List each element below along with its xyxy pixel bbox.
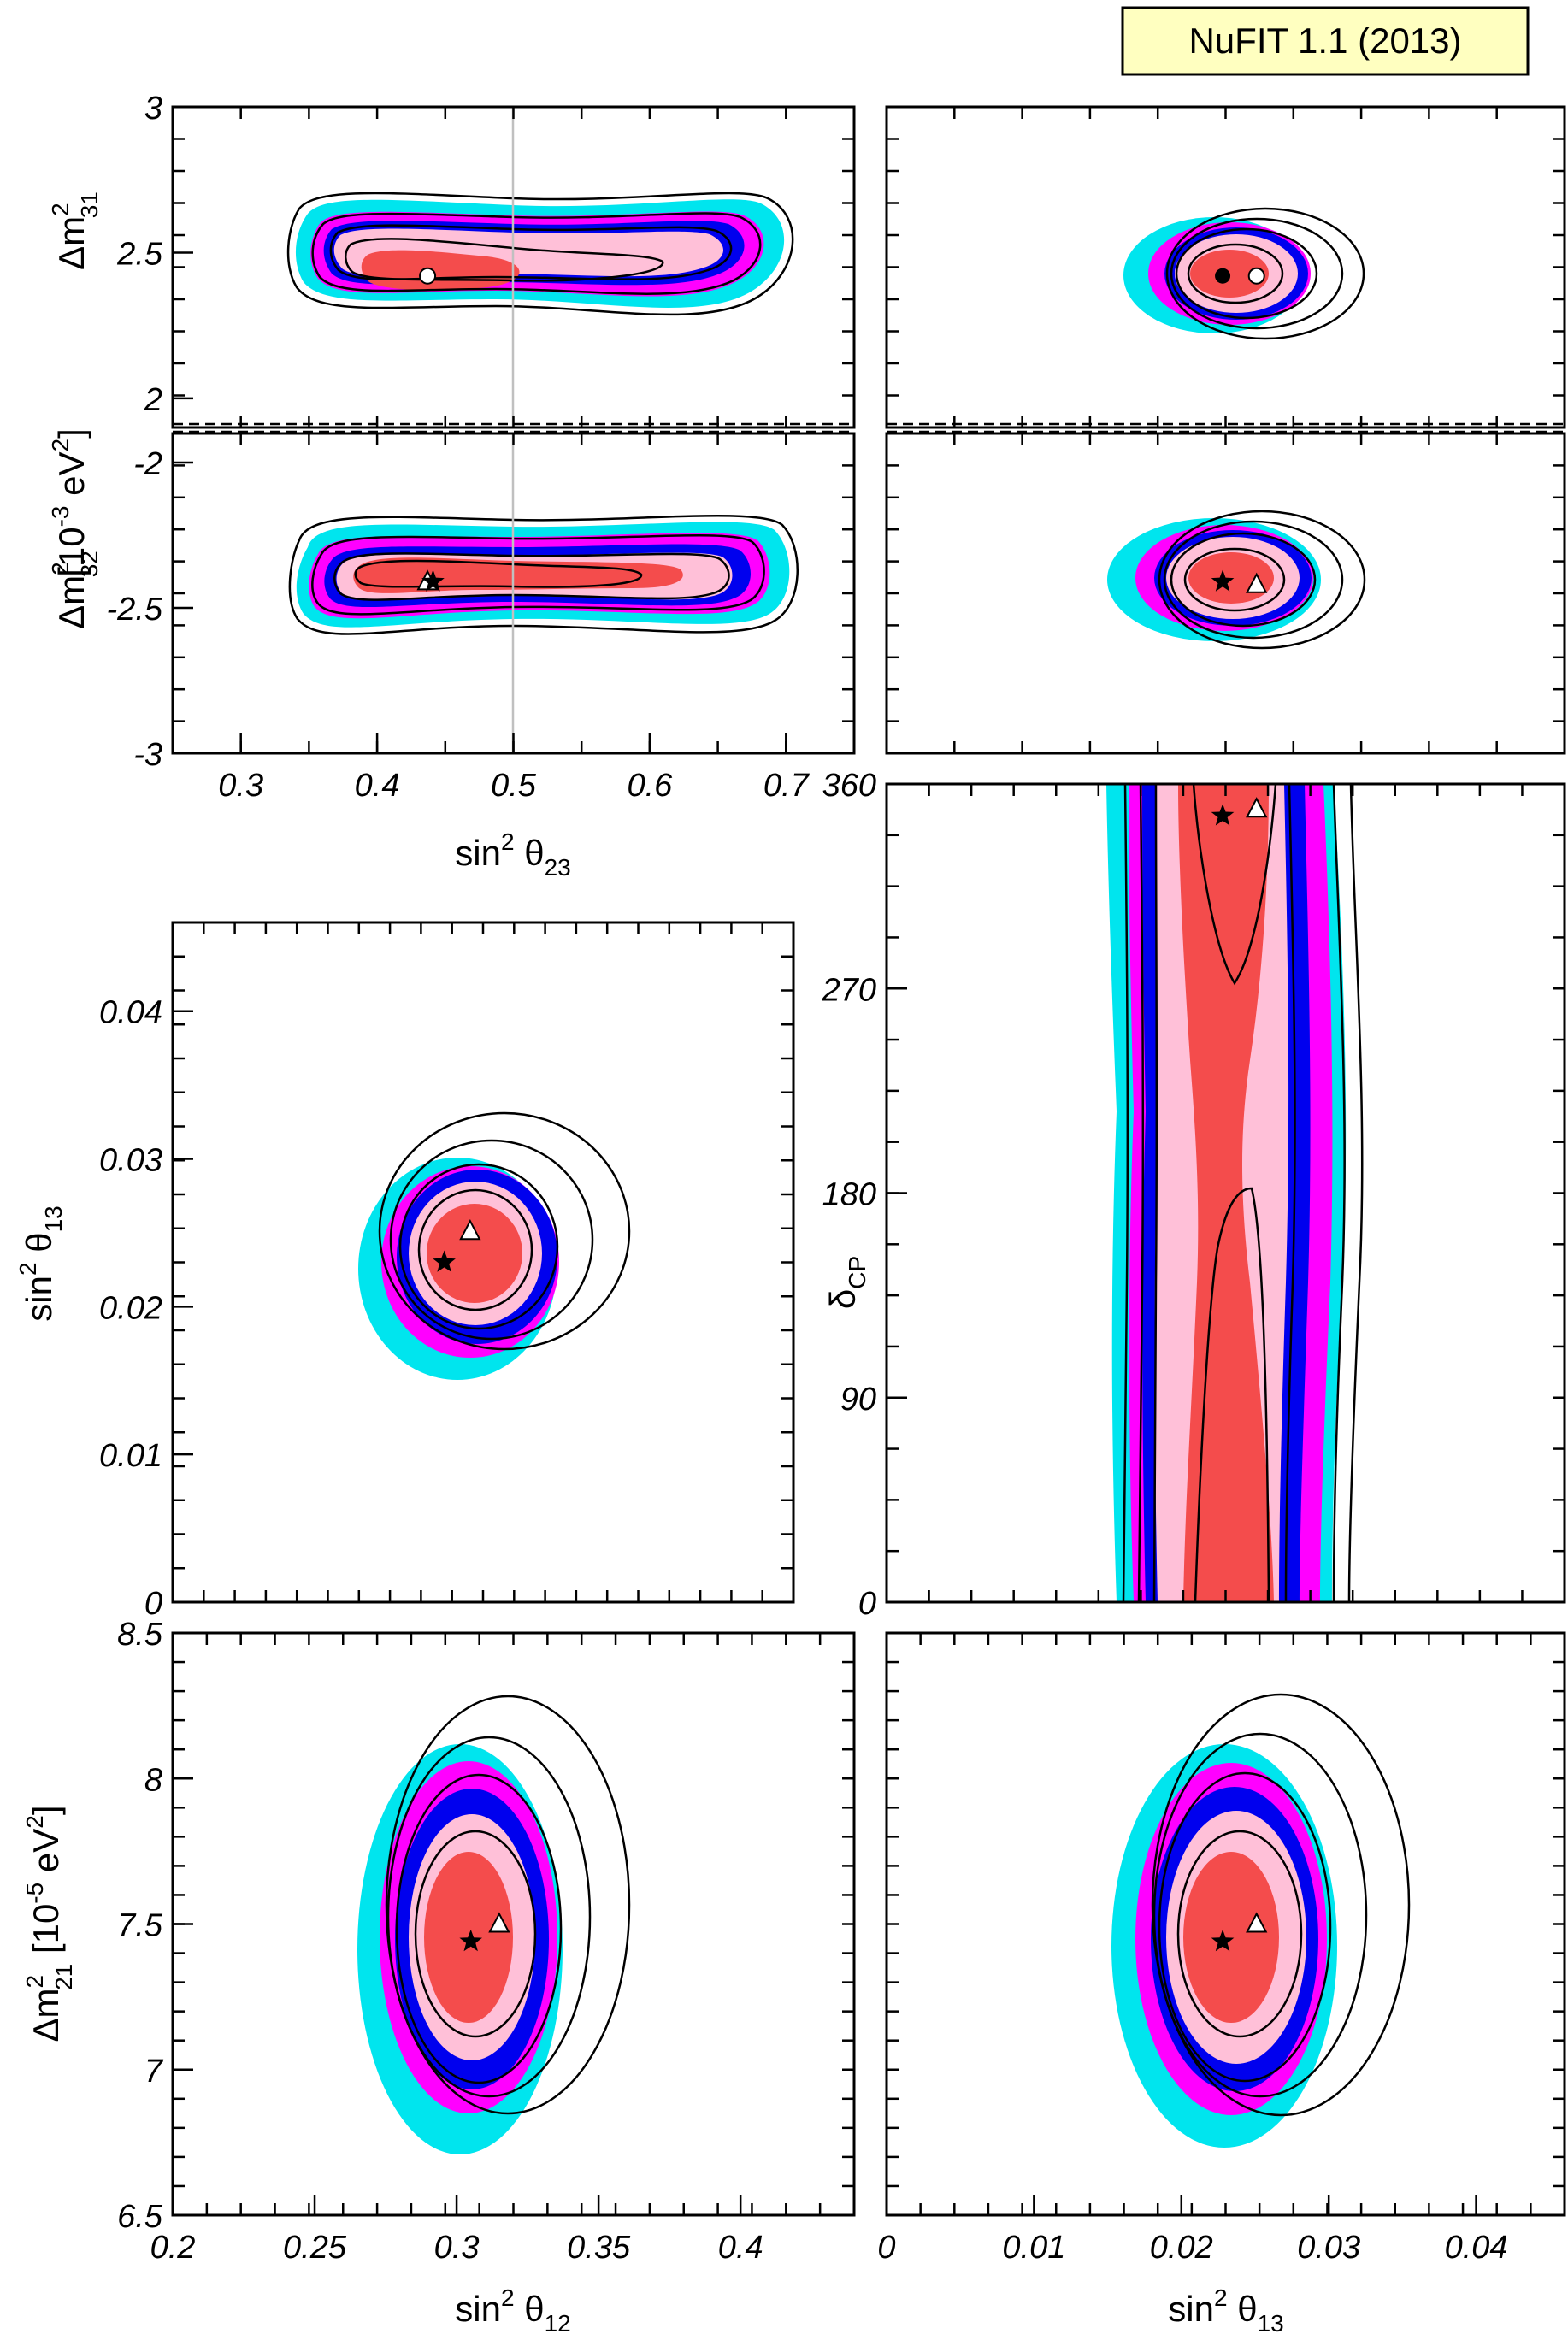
contour-lines (1158, 510, 1366, 650)
axis-labels: Δm2 31 [10-3 eV2] Δm2 32 sin2 θ23 sin2 θ13… (15, 192, 1284, 2337)
x-tick-label: 0.5 (491, 768, 537, 804)
version-badge: NuFIT 1.1 (2013) (1121, 6, 1530, 76)
y-tick-label: 6.5 (117, 2199, 163, 2235)
x-tick-label: 0.04 (1445, 2230, 1508, 2266)
y-tick-label: 90 (840, 1382, 876, 1418)
y-tick-label: 0 (144, 1586, 162, 1622)
contour-lines (378, 1111, 631, 1351)
best-fit-star (433, 1250, 456, 1272)
y-tick-label: 8 (144, 1762, 162, 1798)
x-tick-label: 0.3 (434, 2230, 480, 2266)
contour-regions (288, 514, 799, 635)
contour-regions (1111, 1693, 1411, 2148)
contour-regions (358, 1111, 631, 1380)
x-tick-label: 0.35 (567, 2230, 631, 2266)
contour-regions (1106, 784, 1364, 1602)
x-tick-label: 0 (877, 2230, 895, 2266)
x-tick-label: 0.4 (718, 2230, 763, 2266)
contour-lines (385, 1695, 631, 2115)
y-tick-label: 8.5 (117, 1617, 163, 1653)
y-tick-label: 0.01 (99, 1438, 162, 1474)
panel-dcp-vs-s13: 0 90 180 270 360 (822, 768, 1566, 1622)
x-tick-label: 0.6 (627, 768, 673, 804)
y-axis-label-dm21: Δm2 21 [10-5 eV2] (21, 1805, 77, 2042)
panel-dm31-vs-s23: 22.53 (116, 91, 856, 429)
contour-lines (1165, 207, 1365, 340)
x-tick-label: 0.02 (1150, 2230, 1213, 2266)
x-axis-label-s12: sin2 θ12 (455, 2284, 570, 2337)
y-tick-label: 0 (858, 1586, 876, 1622)
y-tick-label: 0.04 (99, 995, 162, 1031)
y-tick-label: -3 (133, 737, 162, 773)
panel-dm32-vs-s23: 0.3 0.4 0.5 0.6 0.7 -3 -2.5 -2 (107, 432, 856, 804)
y-tick-label: -2 (133, 446, 162, 482)
best-fit-triangle (1246, 797, 1268, 818)
contour-regions (1107, 510, 1366, 650)
x-tick-label: 0.2 (150, 2230, 196, 2266)
best-fit-open-circle (1247, 267, 1265, 285)
best-fit-star (1211, 1929, 1235, 1952)
panel-dm21-vs-s12: 0.2 0.25 0.3 0.35 0.4 6.5 7 7.5 8 8.5 (117, 1617, 856, 2266)
y-tick-label: 0.02 (99, 1290, 162, 1326)
best-fit-triangle (459, 1219, 481, 1241)
x-tick-label: 0.4 (355, 768, 400, 804)
best-fit-filled-circle (1215, 268, 1231, 284)
best-fit-star (459, 1929, 482, 1952)
contour-lines (1151, 1693, 1411, 2117)
badge-text: NuFIT 1.1 (2013) (1188, 21, 1461, 61)
y-tick-label: 180 (822, 1177, 876, 1213)
y-tick-label: 270 (822, 972, 876, 1008)
y-axis-label-dcp: δCP (822, 1256, 870, 1309)
y-tick-label: 0.03 (99, 1143, 162, 1179)
y-axis-label-dm32: Δm2 32 (47, 551, 103, 629)
panel-dm31-vs-s13 (885, 105, 1566, 429)
y-tick-label: 360 (822, 768, 876, 804)
x-tick-label: 0.3 (218, 768, 263, 804)
x-tick-label: 0.7 (763, 768, 811, 804)
x-tick-label: 0.03 (1297, 2230, 1360, 2266)
y-tick-label: 2.5 (116, 236, 163, 272)
x-axis-label-s23: sin2 θ23 (455, 828, 570, 881)
region-red (1183, 1852, 1279, 2023)
x-axis-label-s13: sin2 θ13 (1168, 2284, 1283, 2337)
contour-regions (286, 192, 794, 316)
contour-lines (288, 514, 799, 635)
contour-lines (1122, 784, 1364, 1602)
best-fit-triangle (1246, 1912, 1268, 1933)
y-tick-label: 7 (144, 2054, 164, 2089)
y-tick-label: 2 (144, 382, 162, 418)
contour-regions (1123, 207, 1365, 340)
panel-s13-vs-s12: 0 0.01 0.02 0.03 0.04 (99, 921, 795, 1622)
best-fit-star (421, 569, 445, 592)
y-axis-label-dm3-unit: [10-3 eV2] (47, 428, 91, 577)
best-fit-star (1211, 804, 1235, 826)
best-fit-star (1211, 569, 1235, 592)
y-tick-label: -2.5 (107, 592, 163, 628)
panel-dm21-vs-s13: 0 0.01 0.02 0.03 0.04 (877, 1631, 1566, 2266)
y-axis-label-s13: sin2 θ13 (15, 1205, 67, 1321)
best-fit-triangle (1246, 572, 1268, 593)
contour-lines (286, 192, 794, 316)
region-red (1178, 784, 1274, 1602)
x-tick-label: 0.01 (1002, 2230, 1065, 2266)
x-tick-label: 0.25 (283, 2230, 347, 2266)
panel-dm32-vs-s13 (885, 432, 1566, 755)
best-fit-triangle (488, 1912, 510, 1933)
y-tick-label: 7.5 (117, 1908, 163, 1944)
y-tick-label: 3 (144, 91, 162, 127)
best-fit-open-circle (419, 267, 437, 285)
region-red (427, 1204, 522, 1303)
y-axis-label-dm31: Δm2 31 (47, 192, 103, 270)
